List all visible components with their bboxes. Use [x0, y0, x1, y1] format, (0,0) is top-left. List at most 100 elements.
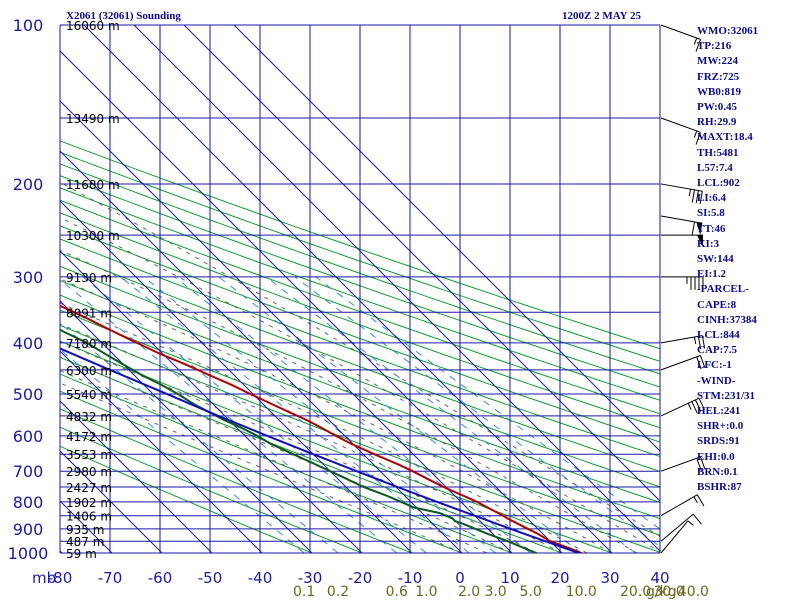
isotherm: [60, 400, 213, 553]
mixing-ratio-label: 30.0: [653, 584, 684, 600]
moist-adiabat: [60, 323, 563, 553]
temperature-tick-label: 10: [500, 569, 519, 587]
dry-adiabat: [60, 426, 363, 553]
mixing-ratio-line: [82, 276, 427, 553]
wind-barb-feather: [699, 456, 706, 470]
height-label: 11680 m: [66, 178, 120, 192]
pressure-tick-label: 300: [13, 268, 44, 287]
stat-item: SI:5.8: [697, 207, 725, 220]
wind-barb-feather: [691, 401, 698, 414]
pressure-tick-label: 700: [13, 462, 44, 481]
wind-barb-half-feather: [693, 496, 698, 504]
moist-adiabat: [60, 302, 588, 553]
temperature-tick-label: -70: [98, 569, 123, 587]
stat-item: SRDS:91: [697, 435, 740, 448]
dry-adiabat: [60, 151, 660, 362]
wind-barb-staff: [660, 513, 694, 542]
stat-item: SHR+:0.0: [697, 420, 744, 433]
grid-lines-clipped: [0, 24, 660, 553]
mixing-ratio-label: 0.2: [327, 584, 349, 600]
wind-barb-staff: [660, 520, 689, 554]
wind-barb-staff: [660, 215, 703, 224]
isotherm: [60, 450, 163, 553]
isotherm: [183, 24, 660, 502]
moist-adiabat: [60, 356, 513, 553]
mixing-ratio-label: 5.0: [519, 584, 541, 600]
wind-barb-feather: [692, 513, 702, 525]
stat-item: -PARCEL-: [697, 283, 749, 296]
wind-barb-feather: [696, 356, 702, 370]
stat-item: TH:5481: [697, 146, 739, 159]
height-label: 1406 m: [66, 510, 112, 524]
dry-adiabat: [60, 238, 660, 458]
wind-barb-pennant: [697, 235, 703, 248]
wind-barb-half-feather: [687, 520, 694, 526]
wind-barb-staff: [660, 335, 703, 344]
dry-adiabat: [60, 294, 660, 520]
dry-adiabat: [60, 251, 660, 473]
wind-barb-staff: [660, 24, 701, 40]
wind-barb: [660, 24, 701, 52]
dry-adiabat: [60, 445, 313, 553]
wind-barb-staff: [660, 117, 701, 133]
stat-item: WMO:32061: [697, 25, 759, 37]
stat-item: LCL:902: [697, 177, 740, 190]
temperature-tick-label: -20: [348, 569, 373, 587]
height-label: 3553 m: [66, 448, 112, 462]
isotherm: [60, 50, 563, 553]
stat-item: -WIND-: [697, 374, 736, 387]
wind-barb: [660, 397, 706, 417]
temperature-tick-label: 30: [600, 569, 619, 587]
wind-barb: [660, 215, 703, 236]
wind-barb-feather: [701, 335, 706, 349]
wind-barb: [660, 355, 706, 371]
stat-item: WB0:819: [697, 85, 741, 98]
pressure-tick-label: 500: [13, 385, 44, 404]
stat-item: CAP:7.5: [697, 344, 738, 357]
stat-item: LI:6.4: [697, 192, 727, 205]
isotherm: [0, 25, 12, 553]
dry-adiabat: [60, 163, 660, 375]
wind-barb-feather: [698, 397, 706, 411]
temperature-tick-label: 0: [455, 569, 465, 587]
temperature-tick-label: -10: [398, 569, 423, 587]
pressure-tick-label: 400: [13, 334, 44, 353]
isotherm: [60, 150, 463, 553]
stat-item: LFC:-1: [697, 359, 732, 372]
stat-item: MW:224: [697, 55, 738, 68]
wind-barb-half-feather: [687, 403, 692, 410]
isotherm: [133, 24, 660, 552]
dry-adiabat: [60, 225, 660, 443]
height-label: 5540 m: [66, 388, 112, 402]
mixing-ratio-label: 2.0: [458, 584, 480, 600]
height-label: 8091 m: [66, 306, 112, 320]
temperature-tick-label: 40: [650, 569, 669, 587]
mixing-ratio-label: 3.0: [484, 584, 506, 600]
stat-item: SW:144: [697, 253, 734, 266]
stat-item: EI:1.2: [697, 268, 727, 281]
moist-adiabat: [60, 341, 538, 553]
stat-item: EHI:0.0: [697, 450, 735, 463]
stats-panel: WMO:32061 TP:216 MW:224 FRZ:725 WB0:819 PW:0.…: [697, 24, 758, 495]
stat-item: CINH:37384: [697, 313, 757, 326]
stat-item: KI:3: [697, 237, 719, 250]
isotherm: [60, 350, 263, 553]
wind-barb-feather: [697, 336, 702, 350]
mixing-ratio-line: [315, 276, 660, 530]
wind-barb-staff: [660, 456, 701, 472]
temperature-tick-label: -40: [248, 569, 273, 587]
stat-item: STM:231/31: [697, 389, 756, 402]
mixing-ratio-unit-label: g/kg: [646, 584, 677, 600]
wind-barb-feather: [695, 132, 701, 145]
height-label: 4172 m: [66, 430, 112, 444]
mixing-ratio-label: 10.0: [566, 584, 597, 600]
mixing-ratio-line: [174, 276, 531, 553]
height-label: 16060 m: [66, 19, 120, 33]
isotherm: [60, 200, 413, 553]
sounding-traces: [60, 304, 583, 553]
wind-barb-feather: [696, 494, 705, 507]
station-title: X2061 (32061) Sounding: [66, 10, 181, 22]
wind-barb-feather: [699, 355, 706, 368]
wind-barb-feather: [694, 399, 702, 412]
